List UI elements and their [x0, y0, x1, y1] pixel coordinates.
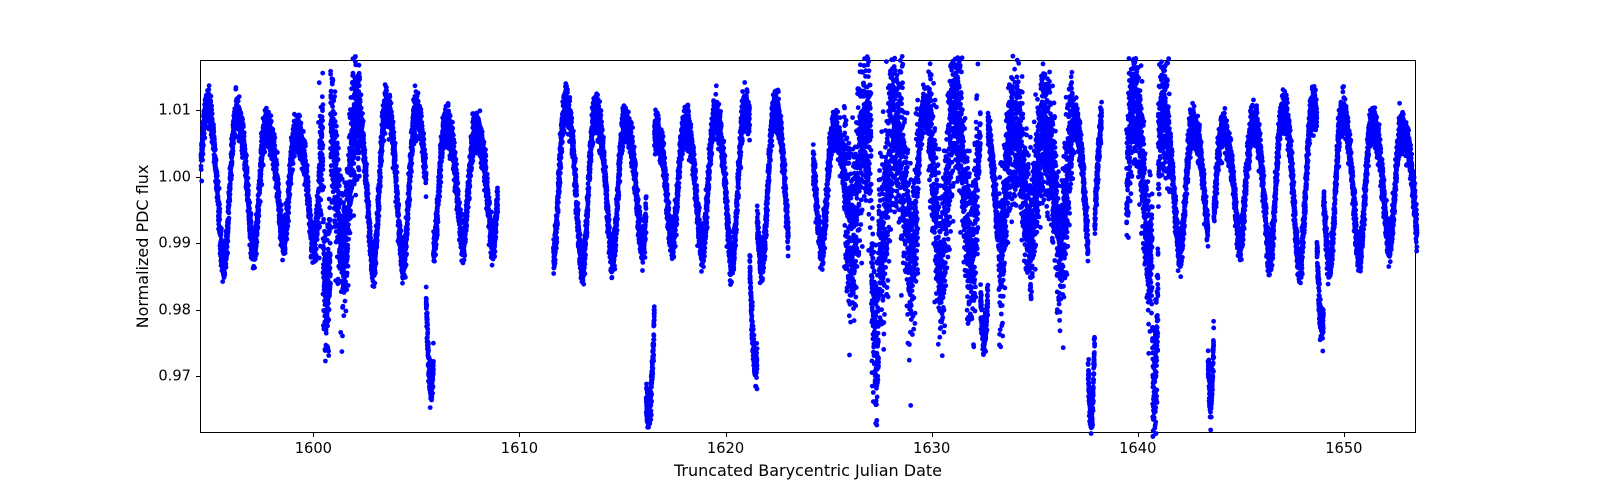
- y-tick-mark: [196, 243, 200, 244]
- figure: Truncated Barycentric Julian Date Normal…: [0, 0, 1600, 500]
- y-tick-label: 0.98: [158, 301, 191, 318]
- y-tick-mark: [196, 376, 200, 377]
- scatter-plot: [201, 61, 1417, 434]
- x-tick-label: 1650: [1325, 440, 1362, 457]
- y-tick-label: 0.99: [158, 235, 191, 252]
- scatter-series: [199, 54, 1420, 439]
- x-tick-label: 1640: [1119, 440, 1156, 457]
- y-tick-mark: [196, 310, 200, 311]
- x-tick-mark: [1344, 433, 1345, 437]
- y-tick-label: 1.01: [158, 101, 191, 118]
- x-tick-mark: [519, 433, 520, 437]
- x-tick-label: 1620: [707, 440, 744, 457]
- y-tick-label: 0.97: [158, 368, 191, 385]
- y-tick-mark: [196, 177, 200, 178]
- x-tick-mark: [1138, 433, 1139, 437]
- x-tick-label: 1600: [295, 440, 332, 457]
- y-tick-mark: [196, 110, 200, 111]
- x-tick-label: 1630: [913, 440, 950, 457]
- y-axis-label: Normalized PDC flux: [133, 60, 152, 433]
- x-axis-label: Truncated Barycentric Julian Date: [200, 461, 1416, 480]
- x-tick-mark: [726, 433, 727, 437]
- y-tick-label: 1.00: [158, 168, 191, 185]
- plot-axes: [200, 60, 1416, 433]
- x-tick-mark: [932, 433, 933, 437]
- x-tick-mark: [313, 433, 314, 437]
- x-tick-label: 1610: [501, 440, 538, 457]
